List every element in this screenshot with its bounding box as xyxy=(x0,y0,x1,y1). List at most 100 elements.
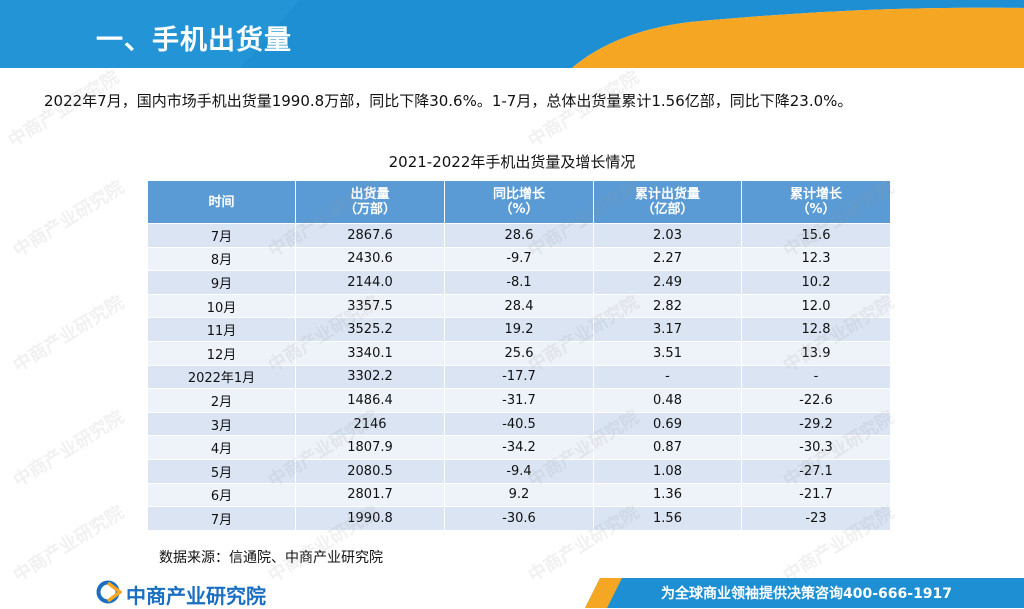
column-header-unit: （%） xyxy=(796,202,836,217)
cell-cumulative-growth: -22.6 xyxy=(741,388,891,413)
cell-yoy-growth: 28.4 xyxy=(444,293,594,319)
cell-cumulative-growth: -27.1 xyxy=(741,458,891,484)
cell-shipment: 3357.5 xyxy=(295,293,445,319)
cell-cumulative-shipment: 2.49 xyxy=(593,270,742,295)
cell-time: 2月 xyxy=(147,388,296,413)
cell-yoy-growth: -40.5 xyxy=(444,411,594,437)
cell-cumulative-growth: -30.3 xyxy=(741,435,891,460)
cell-cumulative-shipment: 1.56 xyxy=(593,506,742,531)
cell-shipment: 1807.9 xyxy=(295,435,445,460)
company-logo-icon xyxy=(96,580,122,604)
cell-cumulative-shipment: 2.82 xyxy=(593,293,742,319)
table-row: 6月 2801.7 9.2 1.36 -21.7 xyxy=(147,482,891,508)
watermark: 中商产业研究院 xyxy=(9,291,128,377)
footer-band xyxy=(0,578,1024,608)
data-source: 数据来源：信通院、中商产业研究院 xyxy=(159,550,383,566)
cell-time: 5月 xyxy=(147,458,296,484)
cell-cumulative-growth: 10.2 xyxy=(741,270,891,295)
summary-text: 2022年7月，国内市场手机出货量1990.8万部，同比下降30.6%。1-7月… xyxy=(44,92,853,110)
cell-time: 7月 xyxy=(147,223,296,248)
table-row: 2022年1月 3302.2 -17.7- - xyxy=(147,364,891,390)
cell-yoy-growth: 28.6 xyxy=(444,223,594,248)
cell-yoy-growth: -17.7 xyxy=(444,364,594,390)
cell-cumulative-growth: 15.6 xyxy=(741,223,891,248)
cell-cumulative-growth: -21.7 xyxy=(741,482,891,508)
table-row: 3月 2146 -40.5 0.69 -29.2 xyxy=(147,411,891,437)
cell-shipment: 3340.1 xyxy=(295,340,445,366)
footer-background xyxy=(0,578,1024,608)
cell-cumulative-growth: -23 xyxy=(741,506,891,531)
cell-cumulative-growth: 12.0 xyxy=(741,293,891,319)
cell-shipment: 3302.2 xyxy=(295,364,445,390)
table-row: 12月 3340.1 25.6 3.51 13.9 xyxy=(147,340,891,366)
column-header-label: 同比增长 xyxy=(492,187,545,202)
table-row: 7月 2867.6 28.6 2.03 15.6 xyxy=(147,223,891,248)
cell-time: 2022年1月 xyxy=(147,364,296,390)
cell-time: 10月 xyxy=(147,293,296,319)
shipment-table: 时间 出货量 （万部） 同比增长 （%） 累计出货量 （亿部） 累计增长 （%）… xyxy=(147,180,891,531)
table-row: 8月 2430.6 -9.7 2.27 12.3 xyxy=(147,246,891,272)
table-header-row: 时间 出货量 （万部） 同比增长 （%） 累计出货量 （亿部） 累计增长 （%） xyxy=(147,180,891,224)
cell-time: 12月 xyxy=(147,340,296,366)
watermark: 中商产业研究院 xyxy=(9,176,128,262)
table-row: 5月 2080.5 -9.4 1.08 -27.1 xyxy=(147,458,891,484)
column-header-label: 出货量 xyxy=(350,187,390,202)
cell-cumulative-shipment: - xyxy=(593,364,742,390)
cell-yoy-growth: -9.4 xyxy=(444,458,594,484)
table-row: 11月 3525.2 19.2 3.17 12.8 xyxy=(147,317,891,342)
column-header-label: 累计出货量 xyxy=(634,187,700,202)
cell-cumulative-shipment: 0.87 xyxy=(593,435,742,460)
column-header-cumulative-shipment: 累计出货量 （亿部） xyxy=(593,180,742,224)
cell-yoy-growth: -30.6 xyxy=(444,506,594,531)
cell-yoy-growth: -31.7 xyxy=(444,388,594,413)
column-header-cumulative-growth: 累计增长 （%） xyxy=(741,180,891,224)
page-title: 一、手机出货量 xyxy=(96,25,292,56)
column-header-label: 累计增长 xyxy=(789,187,842,202)
cell-time: 7月 xyxy=(147,506,296,531)
cell-yoy-growth: 25.6 xyxy=(444,340,594,366)
cell-time: 3月 xyxy=(147,411,296,437)
header-banner: 一、手机出货量 xyxy=(0,0,1024,68)
column-header-unit: （万部） xyxy=(343,202,396,217)
table-body: 7月 2867.6 28.6 2.03 15.6 8月 2430.6 -9.7 2.27 12.3… xyxy=(147,223,891,531)
cell-cumulative-shipment: 0.48 xyxy=(593,388,742,413)
cell-cumulative-growth: 12.3 xyxy=(741,246,891,272)
cell-shipment: 2144.0 xyxy=(295,270,445,295)
cell-cumulative-growth: - xyxy=(741,364,891,390)
cell-shipment: 3525.2 xyxy=(295,317,445,342)
cell-time: 9月 xyxy=(147,270,296,295)
cell-time: 8月 xyxy=(147,246,296,272)
cell-cumulative-shipment: 2.27 xyxy=(593,246,742,272)
table-row: 2月 1486.4 -31.7 0.48 -22.6 xyxy=(147,388,891,413)
header-background xyxy=(0,0,1024,68)
cell-shipment: 2080.5 xyxy=(295,458,445,484)
cell-yoy-growth: -9.7 xyxy=(444,246,594,272)
cell-cumulative-growth: -29.2 xyxy=(741,411,891,437)
cell-yoy-growth: 19.2 xyxy=(444,317,594,342)
cell-shipment: 2867.6 xyxy=(295,223,445,248)
cell-shipment: 2801.7 xyxy=(295,482,445,508)
cell-yoy-growth: -8.1 xyxy=(444,270,594,295)
cell-time: 11月 xyxy=(147,317,296,342)
cell-cumulative-growth: 12.8 xyxy=(741,317,891,342)
cell-yoy-growth: -34.2 xyxy=(444,435,594,460)
column-header-label: 时间 xyxy=(208,194,235,210)
table-row: 10月 3357.5 28.4 2.82 12.0 xyxy=(147,293,891,319)
cell-time: 4月 xyxy=(147,435,296,460)
cell-shipment: 1990.8 xyxy=(295,506,445,531)
watermark: 中商产业研究院 xyxy=(9,406,128,492)
cell-time: 6月 xyxy=(147,482,296,508)
column-header-shipment: 出货量 （万部） xyxy=(295,180,445,224)
cell-cumulative-shipment: 3.17 xyxy=(593,317,742,342)
cell-shipment: 2146 xyxy=(295,411,445,437)
company-logo-text: 中商产业研究院 xyxy=(126,584,266,608)
cell-cumulative-shipment: 1.08 xyxy=(593,458,742,484)
column-header-unit: （%） xyxy=(499,202,539,217)
footer-slogan: 为全球商业领袖提供决策咨询400-666-1917 xyxy=(661,586,953,602)
cell-cumulative-shipment: 3.51 xyxy=(593,340,742,366)
table-row: 4月 1807.9 -34.2 0.87 -30.3 xyxy=(147,435,891,460)
cell-shipment: 2430.6 xyxy=(295,246,445,272)
column-header-yoy-growth: 同比增长 （%） xyxy=(444,180,594,224)
column-header-unit: （亿部） xyxy=(641,202,694,217)
table-title: 2021-2022年手机出货量及增长情况 xyxy=(388,153,636,171)
